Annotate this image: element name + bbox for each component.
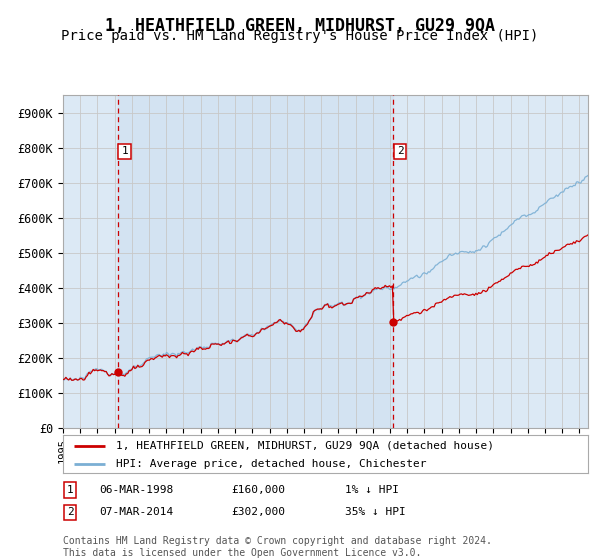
Text: HPI: Average price, detached house, Chichester: HPI: Average price, detached house, Chic…	[115, 459, 426, 469]
Text: 1: 1	[121, 146, 128, 156]
Text: 1: 1	[67, 485, 74, 495]
Text: This data is licensed under the Open Government Licence v3.0.: This data is licensed under the Open Gov…	[63, 548, 421, 558]
Text: Contains HM Land Registry data © Crown copyright and database right 2024.: Contains HM Land Registry data © Crown c…	[63, 536, 492, 547]
Bar	[118, 95, 393, 428]
Text: £160,000: £160,000	[231, 485, 285, 495]
Text: 1% ↓ HPI: 1% ↓ HPI	[345, 485, 399, 495]
Text: 06-MAR-1998: 06-MAR-1998	[99, 485, 173, 495]
Text: 35% ↓ HPI: 35% ↓ HPI	[345, 507, 406, 517]
Text: Price paid vs. HM Land Registry's House Price Index (HPI): Price paid vs. HM Land Registry's House …	[61, 29, 539, 43]
Text: £302,000: £302,000	[231, 507, 285, 517]
Text: 1, HEATHFIELD GREEN, MIDHURST, GU29 9QA (detached house): 1, HEATHFIELD GREEN, MIDHURST, GU29 9QA …	[115, 441, 493, 451]
Text: 2: 2	[67, 507, 74, 517]
Text: 07-MAR-2014: 07-MAR-2014	[99, 507, 173, 517]
Text: 1, HEATHFIELD GREEN, MIDHURST, GU29 9QA: 1, HEATHFIELD GREEN, MIDHURST, GU29 9QA	[105, 17, 495, 35]
Text: 2: 2	[397, 146, 403, 156]
